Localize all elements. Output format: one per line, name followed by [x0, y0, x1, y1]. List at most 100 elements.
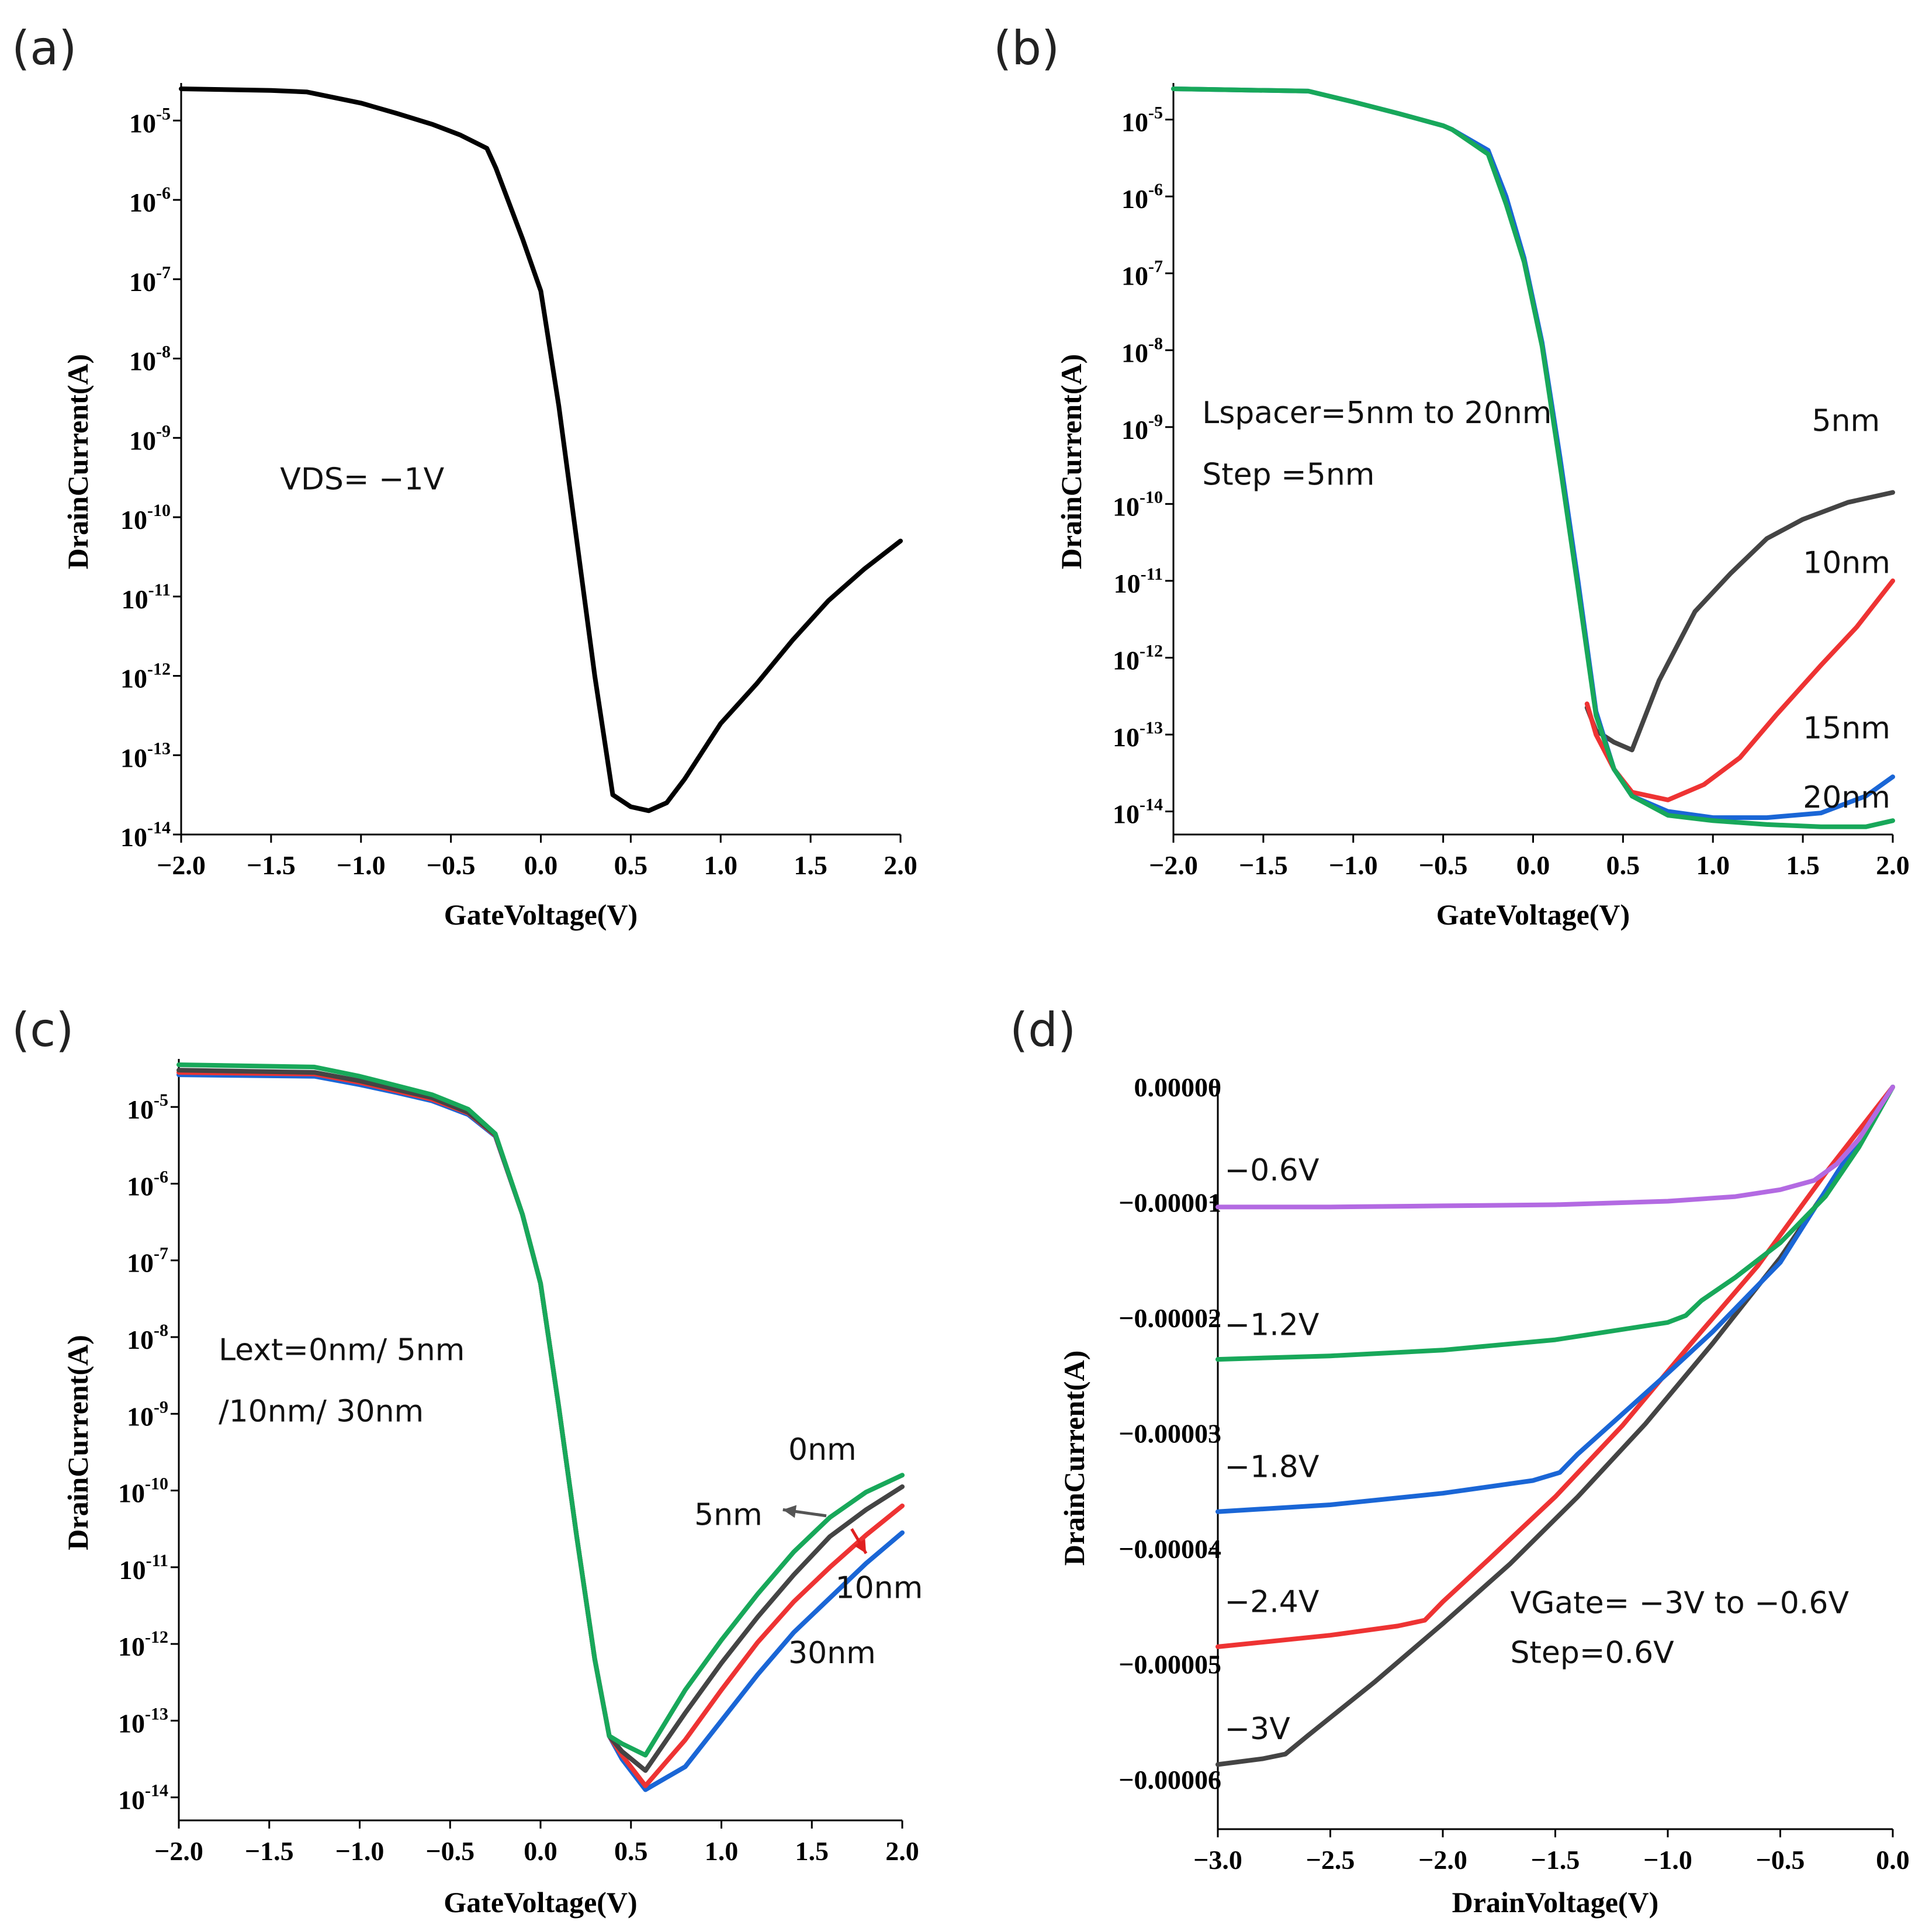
series-line-5nm	[1584, 490, 1895, 753]
y-tick-exponent: -11	[1141, 565, 1163, 584]
y-tick-label: 10-12	[118, 1628, 168, 1661]
y-tick-base: 10	[127, 1171, 154, 1201]
x-tick-label: −1.5	[247, 850, 296, 880]
y-tick-base: 10	[129, 347, 156, 376]
y-tick-label: 10-13	[118, 1704, 168, 1738]
y-tick-label: 10-14	[118, 1781, 168, 1815]
y-tick-label: 10-14	[120, 818, 171, 852]
y-tick-base: 10	[129, 425, 156, 455]
series-line--1.8V	[1215, 1085, 1895, 1514]
y-tick-label: 10-8	[129, 342, 171, 376]
x-tick-label: −2.0	[1149, 850, 1198, 880]
y-tick-exponent: -7	[154, 1244, 168, 1263]
y-tick-exponent: -9	[156, 421, 171, 441]
series-line-0nm	[176, 1062, 905, 1758]
series-line--3V	[1215, 1085, 1895, 1767]
y-tick-exponent: -8	[154, 1321, 168, 1340]
y-tick-exponent: -12	[147, 660, 171, 679]
series-line--0.6V	[1215, 1085, 1895, 1210]
y-tick-label: −0.00003	[1118, 1419, 1221, 1449]
y-tick-base: 10	[1113, 799, 1140, 829]
x-tick-label: −2.0	[154, 1836, 203, 1866]
annotation-label: −0.6V	[1225, 1153, 1320, 1188]
annotation-arrow-head	[782, 1505, 797, 1518]
y-tick-label: 10-7	[129, 263, 171, 297]
annotation-arrow-head	[854, 1539, 867, 1554]
annotation-label: 0nm	[788, 1432, 857, 1467]
x-tick-label: −0.5	[425, 1836, 475, 1866]
x-tick-label: −1.0	[1329, 850, 1378, 880]
y-tick-exponent: -14	[145, 1781, 168, 1801]
y-tick-label: 10-6	[129, 183, 171, 217]
x-tick-label: −1.5	[245, 1836, 294, 1866]
annotation-label: 10nm	[1803, 546, 1890, 581]
x-tick-label: −2.0	[1418, 1845, 1467, 1875]
y-tick-base: 10	[129, 108, 156, 138]
x-tick-label: 1.0	[705, 1836, 739, 1866]
x-tick-label: −2.5	[1306, 1845, 1355, 1875]
x-tick-label: 1.5	[1786, 850, 1820, 880]
y-tick-exponent: -8	[1148, 334, 1163, 353]
y-tick-base: 10	[1121, 108, 1148, 137]
y-tick-exponent: -9	[154, 1397, 168, 1417]
y-tick-exponent: -12	[1140, 641, 1163, 660]
series-line-20nm	[1171, 86, 1895, 829]
x-tick-label: −2.0	[157, 850, 206, 880]
y-tick-base: 10	[120, 822, 147, 852]
y-tick-base: 10	[118, 1632, 145, 1661]
panel-label: (d)	[1010, 1003, 1076, 1057]
annotation-label: 5nm	[694, 1498, 763, 1533]
y-tick-label: 10-7	[127, 1244, 168, 1278]
y-tick-exponent: -14	[147, 818, 171, 837]
y-tick-label: 10-5	[1121, 103, 1163, 137]
x-axis-title: GateVoltage(V)	[444, 898, 638, 931]
y-tick-base: 10	[120, 664, 147, 694]
x-tick-label: −3.0	[1193, 1845, 1242, 1875]
annotation-label: −1.8V	[1225, 1450, 1320, 1485]
annotation-label: −1.2V	[1225, 1308, 1320, 1343]
y-tick-base: 10	[1113, 722, 1140, 752]
y-tick-label: 10-14	[1113, 795, 1163, 829]
y-tick-label: 10-11	[122, 580, 171, 614]
annotation-label: 15nm	[1803, 711, 1890, 746]
y-tick-base: 10	[118, 1708, 145, 1738]
y-tick-label: 10-13	[1113, 718, 1163, 752]
y-tick-exponent: -6	[1148, 180, 1163, 199]
panel-b: (b)−2.0 −1.5 −1.0 −0.5 0.0 0.5 1.0 1.5 2.010-510…	[993, 21, 1910, 931]
y-tick-base: 10	[1113, 645, 1140, 675]
y-tick-exponent: -10	[147, 501, 171, 520]
y-tick-base: 10	[119, 1555, 146, 1585]
y-tick-label: 10-8	[127, 1321, 168, 1355]
y-tick-base: 10	[118, 1785, 145, 1815]
y-tick-base: 10	[127, 1248, 154, 1278]
x-tick-label: −1.5	[1531, 1845, 1580, 1875]
y-tick-label: 10-10	[1113, 487, 1163, 521]
x-axis-title: GateVoltage(V)	[444, 1886, 637, 1919]
annotation-label: Step =5nm	[1202, 457, 1374, 492]
annotation-label: Lext=0nm/ 5nm	[219, 1332, 465, 1367]
series-line-VDS=-1V	[179, 86, 903, 813]
x-tick-label: −0.5	[427, 850, 476, 880]
y-tick-label: 10-9	[1121, 411, 1163, 445]
annotation-label: −2.4V	[1225, 1585, 1320, 1620]
annotation-label: /10nm/ 30nm	[219, 1394, 424, 1429]
y-tick-label: 10-11	[119, 1551, 168, 1585]
y-tick-label: 10-5	[127, 1090, 168, 1124]
y-tick-exponent: -14	[1140, 795, 1163, 815]
y-tick-exponent: -6	[156, 183, 171, 203]
x-tick-label: 0.5	[614, 1836, 648, 1866]
y-tick-label: −0.00001	[1118, 1188, 1221, 1218]
x-tick-label: 2.0	[884, 850, 917, 880]
x-tick-label: 1.5	[794, 850, 827, 880]
series-line--1.2V	[1215, 1085, 1895, 1362]
y-tick-base: 10	[127, 1325, 154, 1355]
y-tick-exponent: -13	[145, 1704, 168, 1723]
y-tick-exponent: -9	[1148, 411, 1163, 430]
y-tick-exponent: -8	[156, 342, 171, 362]
y-tick-base: 10	[1121, 261, 1148, 291]
x-tick-label: −1.0	[337, 850, 386, 880]
x-tick-label: 0.5	[614, 850, 648, 880]
y-tick-base: 10	[118, 1479, 145, 1508]
x-tick-label: −1.5	[1239, 850, 1288, 880]
